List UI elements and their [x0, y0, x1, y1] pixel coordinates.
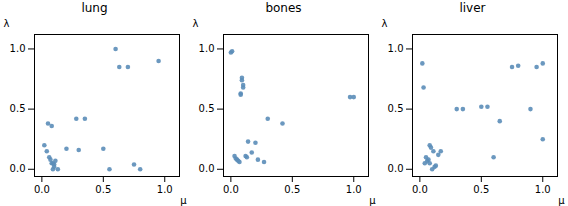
svg-text:0.0: 0.0: [223, 184, 239, 195]
svg-text:0.5: 0.5: [199, 103, 215, 114]
svg-text:1.0: 1.0: [10, 43, 26, 54]
svg-text:0.5: 0.5: [473, 184, 489, 195]
svg-text:μ: μ: [558, 195, 565, 206]
svg-text:λ: λ: [4, 18, 10, 29]
svg-text:λ: λ: [382, 18, 388, 29]
svg-text:1.0: 1.0: [157, 184, 173, 195]
svg-text:0.5: 0.5: [388, 103, 404, 114]
svg-text:λ: λ: [193, 18, 199, 29]
svg-text:1.0: 1.0: [535, 184, 551, 195]
svg-text:0.0: 0.0: [10, 163, 26, 174]
svg-text:0.5: 0.5: [10, 103, 26, 114]
svg-text:μ: μ: [369, 195, 376, 206]
svg-text:0.0: 0.0: [388, 163, 404, 174]
html-text:bones: bones: [265, 1, 302, 15]
svg-text:1.0: 1.0: [199, 43, 215, 54]
svg-text:1.0: 1.0: [346, 184, 362, 195]
svg-text:0.0: 0.0: [199, 163, 215, 174]
svg-text:0.0: 0.0: [34, 184, 50, 195]
svg-text:0.5: 0.5: [284, 184, 300, 195]
svg-text:0.0: 0.0: [412, 184, 428, 195]
svg-text:μ: μ: [180, 195, 187, 206]
svg-text:0.5: 0.5: [95, 184, 111, 195]
html-text:lung: lung: [81, 1, 108, 15]
svg-text:1.0: 1.0: [388, 43, 404, 54]
html-text:liver: liver: [459, 1, 486, 15]
